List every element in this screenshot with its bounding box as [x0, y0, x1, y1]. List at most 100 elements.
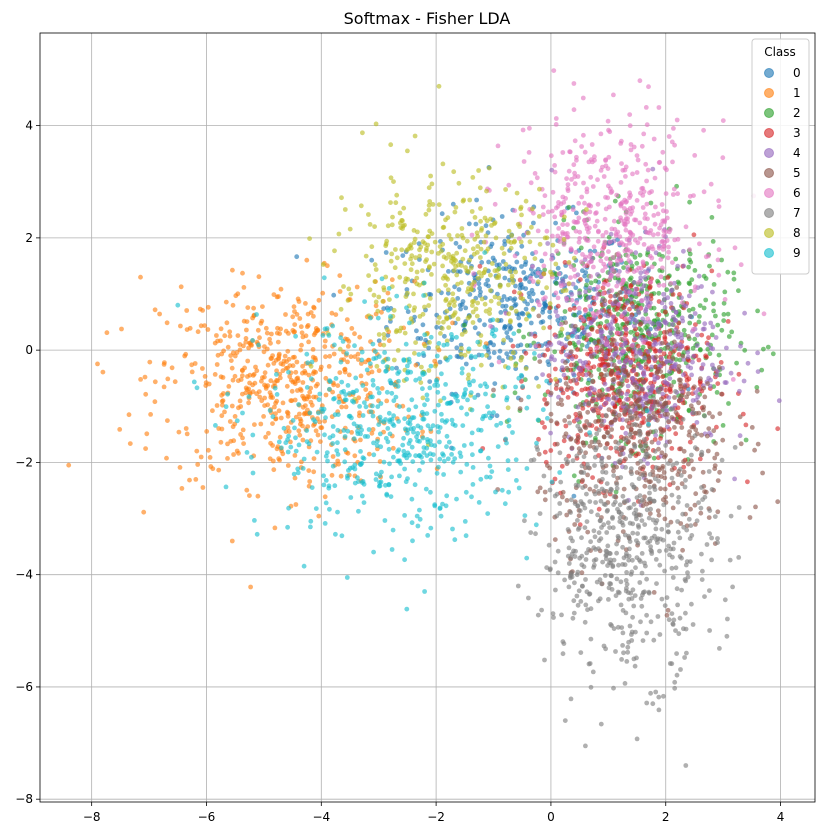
data-point [227, 419, 233, 424]
data-point [667, 439, 673, 445]
data-point [482, 250, 488, 256]
data-point [637, 236, 643, 241]
data-point [370, 403, 375, 409]
data-point [611, 468, 616, 474]
data-point [613, 593, 619, 599]
data-point [458, 469, 464, 475]
data-point [304, 428, 310, 433]
data-point [337, 273, 343, 278]
data-point [512, 303, 518, 308]
data-point [493, 327, 499, 333]
data-point [261, 414, 266, 419]
data-point [565, 186, 571, 192]
data-point [706, 375, 712, 381]
data-point [732, 245, 738, 251]
data-point [539, 607, 544, 613]
data-point [533, 531, 538, 537]
data-point [676, 367, 681, 373]
data-point [489, 223, 494, 228]
data-point [463, 387, 468, 392]
data-point [490, 255, 496, 261]
data-point [710, 414, 715, 420]
data-point [596, 410, 601, 416]
data-point [500, 358, 506, 364]
data-point [495, 143, 501, 149]
data-point [570, 371, 576, 377]
data-point [749, 425, 755, 430]
data-point [547, 325, 553, 330]
data-point [391, 454, 396, 460]
data-point [411, 291, 416, 297]
data-point [623, 465, 628, 470]
data-point [625, 644, 631, 650]
data-point [641, 131, 647, 137]
data-point [412, 133, 418, 139]
data-point [540, 309, 546, 315]
data-point [632, 336, 638, 341]
data-point [747, 515, 753, 520]
data-point [580, 268, 585, 274]
data-point [326, 333, 332, 338]
data-point [591, 558, 597, 563]
data-point [581, 442, 587, 448]
data-point [643, 161, 649, 167]
data-point [338, 335, 343, 341]
data-point [587, 392, 593, 397]
data-point [524, 275, 529, 281]
data-point [681, 263, 687, 269]
data-point [275, 378, 280, 384]
data-point [717, 411, 723, 416]
data-point [250, 373, 256, 378]
data-point [410, 538, 415, 544]
data-point [615, 273, 621, 278]
data-point [414, 513, 420, 519]
data-point [308, 363, 314, 369]
data-point [402, 261, 408, 266]
data-point [553, 587, 558, 593]
data-point [339, 533, 345, 539]
data-point [664, 238, 670, 243]
data-point [409, 520, 415, 526]
y-tick-label: −8 [15, 792, 33, 806]
data-point [618, 296, 623, 302]
data-point [656, 478, 661, 484]
data-point [222, 409, 227, 415]
data-point [344, 575, 350, 580]
data-point [570, 615, 576, 621]
data-point [624, 378, 630, 384]
data-point [381, 459, 387, 465]
data-point [142, 374, 148, 380]
data-point [734, 360, 739, 366]
data-point [610, 255, 616, 260]
data-point [376, 338, 382, 344]
data-point [652, 437, 658, 442]
data-point [422, 589, 427, 594]
data-point [401, 358, 407, 363]
data-point [584, 337, 589, 342]
data-point [295, 388, 300, 393]
data-point [623, 316, 629, 322]
data-point [572, 580, 577, 586]
data-point [540, 204, 546, 210]
data-point [659, 450, 665, 456]
data-point [427, 264, 432, 269]
data-point [292, 379, 298, 385]
data-point [509, 233, 515, 238]
data-point [470, 303, 475, 308]
data-point [673, 628, 678, 633]
data-point [526, 230, 531, 236]
data-point [274, 372, 279, 377]
data-point [488, 323, 493, 329]
data-point [551, 68, 557, 73]
data-point [595, 238, 601, 244]
data-point [620, 544, 625, 550]
data-point [532, 333, 538, 339]
data-point [230, 302, 236, 308]
data-point [660, 391, 666, 397]
data-point [452, 537, 458, 543]
data-point [653, 689, 659, 695]
data-point [659, 465, 665, 471]
data-point [330, 433, 336, 439]
data-point [288, 398, 294, 403]
data-point [464, 238, 470, 244]
